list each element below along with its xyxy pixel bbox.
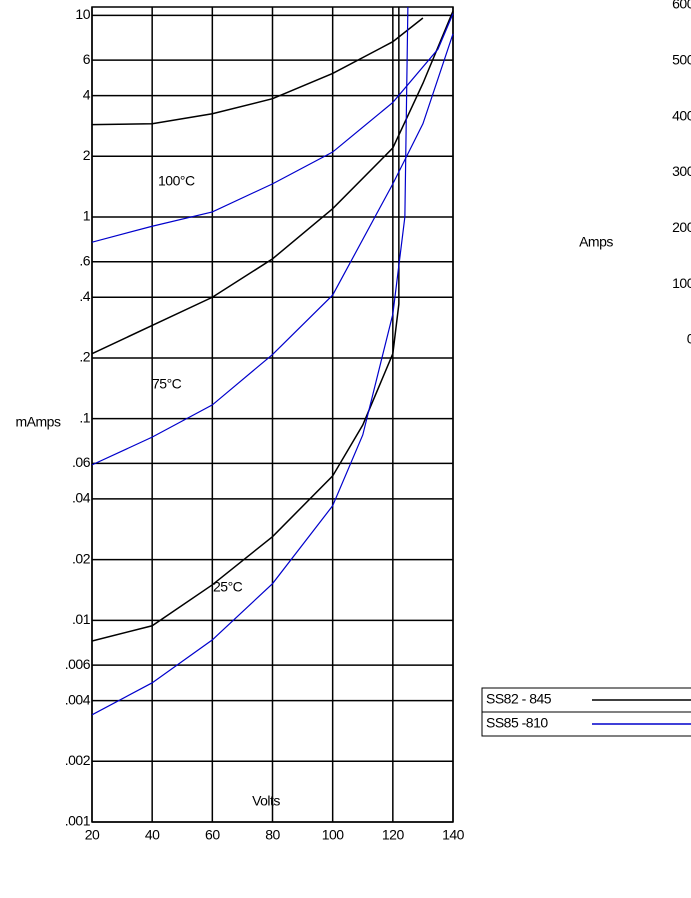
- x-tick-label: 120: [382, 827, 405, 843]
- legend-label: SS85 -810: [486, 715, 548, 731]
- y-tick-label: .6: [79, 252, 90, 268]
- y-tick-label: .04: [72, 490, 91, 506]
- y-tick-label: 500: [672, 52, 691, 68]
- y-axis-title: Amps: [579, 234, 613, 250]
- y-tick-label: .06: [72, 454, 91, 470]
- x-tick-label: 60: [205, 827, 220, 843]
- y-tick-label: 200: [672, 219, 691, 235]
- y-tick-label: 0: [687, 331, 691, 347]
- curve: [92, 6, 409, 716]
- curve: [92, 33, 454, 466]
- x-tick-label: 20: [85, 827, 100, 843]
- curve: [92, 17, 424, 126]
- curve-label: 25°C: [213, 579, 243, 595]
- y-tick-label: 1: [83, 208, 91, 224]
- y-tick-label: .006: [65, 656, 91, 672]
- y-tick-label: .02: [72, 550, 91, 566]
- curve-label: 100°C: [158, 173, 195, 189]
- curve: [92, 13, 454, 243]
- y-tick-label: .002: [65, 752, 91, 768]
- y-tick-label: 2: [83, 147, 91, 163]
- curve: [92, 10, 454, 355]
- plot-frame: [91, 6, 454, 823]
- y-tick-label: 6: [83, 51, 91, 67]
- legend-label: SS82 - 845: [486, 691, 552, 707]
- y-tick-label: .1: [79, 409, 90, 425]
- x-tick-label: 80: [265, 827, 280, 843]
- y-tick-label: 400: [672, 107, 691, 123]
- x-tick-label: 140: [442, 827, 465, 843]
- curve-label: 75°C: [152, 376, 182, 392]
- y-tick-label: .2: [79, 349, 90, 365]
- y-tick-label: .004: [65, 691, 91, 707]
- curve: [92, 7, 400, 642]
- y-tick-label: 600: [672, 0, 691, 12]
- y-tick-label: 100: [672, 275, 691, 291]
- x-tick-label: 40: [145, 827, 160, 843]
- y-tick-label: .001: [65, 813, 91, 829]
- x-axis-title: Volts: [252, 793, 280, 809]
- x-tick-label: 100: [322, 827, 345, 843]
- y-axis-title: mAmps: [16, 414, 61, 430]
- y-tick-label: 4: [83, 86, 91, 102]
- y-tick-label: .01: [72, 611, 91, 627]
- y-tick-label: .4: [79, 288, 90, 304]
- y-tick-label: 300: [672, 163, 691, 179]
- y-tick-label: 10: [75, 6, 90, 22]
